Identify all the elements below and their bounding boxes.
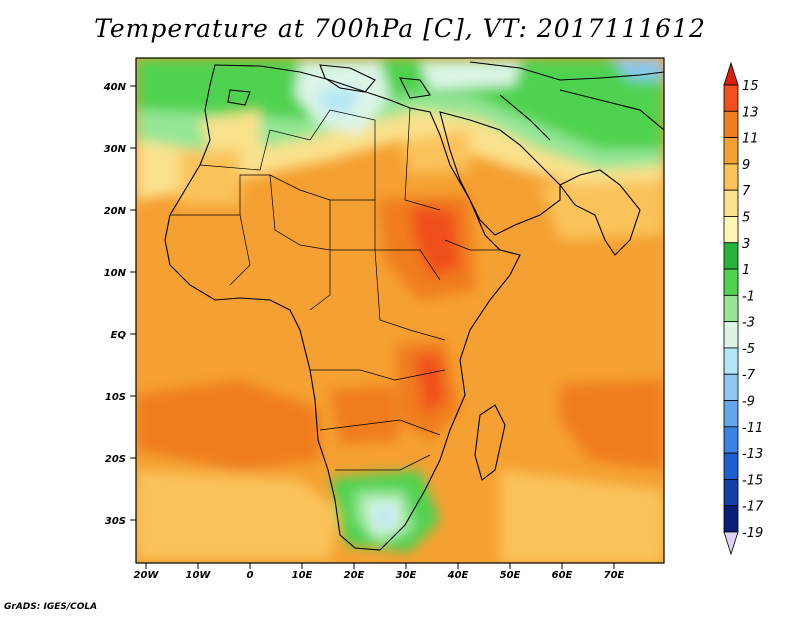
lon-label: 60E (552, 570, 573, 581)
colorbar-segment (723, 321, 739, 349)
colorbar-label: -17 (742, 500, 764, 515)
lon-label: 20W (134, 570, 160, 581)
colorbar-segment (723, 479, 739, 507)
colorbar-label: 5 (742, 210, 750, 225)
lat-label: 10S (105, 392, 126, 403)
colorbar-label: -1 (742, 289, 755, 304)
colorbar-label: -19 (742, 526, 763, 541)
map-frame (135, 57, 665, 564)
colorbar-label: -7 (742, 368, 756, 383)
colorbar-label: 13 (742, 105, 759, 120)
lat-label: 40N (103, 82, 127, 93)
lat-label: 20N (104, 206, 127, 217)
lat-label: 10N (104, 268, 127, 279)
colorbar-label: 9 (742, 158, 750, 173)
colorbar-label: -13 (742, 447, 763, 462)
tick-marks (130, 85, 615, 569)
lon-label: 20E (344, 570, 365, 581)
chart-title: Temperature at 700hPa [C], VT: 201711161… (94, 14, 706, 43)
colorbar-segment (723, 294, 739, 323)
colorbar-segment (723, 373, 739, 401)
lon-label: 50E (500, 570, 521, 581)
lat-label: 30N (104, 144, 127, 155)
lon-label: 10E (292, 570, 313, 581)
lon-label: 40E (447, 570, 469, 581)
colorbar-segment (723, 452, 739, 480)
lat-label: 20S (105, 454, 126, 465)
colorbar-segment (723, 163, 739, 191)
lon-label: 0 (247, 570, 254, 581)
colorbar-segment (723, 216, 739, 244)
lat-label: EQ (111, 330, 127, 341)
colorbar-segment (723, 400, 739, 428)
colorbar-arrow-top (723, 61, 739, 86)
colorbar-segment (723, 189, 739, 217)
colorbar-segment (723, 505, 739, 533)
colorbar-label: -9 (742, 395, 755, 410)
lon-label: 30E (396, 570, 417, 581)
colorbar-segment (723, 242, 739, 270)
colorbar-segment (723, 137, 739, 165)
colorbar-arrow-bottom (723, 531, 739, 556)
colorbar: 15 13 11 9 7 5 3 1 -1 -3 -5 -7 -9 -11 -13 -15 -17 -19 (723, 61, 764, 556)
colorbar-segment (723, 426, 739, 454)
colorbar-label: 7 (742, 184, 751, 199)
colorbar-segment (723, 84, 739, 112)
lon-label: 70E (604, 570, 625, 581)
colorbar-label: 11 (742, 132, 759, 147)
lon-label: 10W (186, 570, 212, 581)
temperature-field (136, 58, 664, 563)
colorbar-segment (723, 347, 739, 375)
colorbar-segment (723, 268, 739, 296)
colorbar-label: 3 (742, 237, 750, 252)
colorbar-segment (723, 110, 739, 138)
colorbar-label: -3 (742, 316, 755, 331)
longitude-labels: 20W 10W 0 10E 20E 30E 40E 50E 60E 70E (134, 570, 625, 581)
credit-text: GrADS: IGES/COLA (4, 602, 98, 612)
lat-label: 30S (105, 516, 126, 527)
colorbar-label: -11 (742, 421, 763, 436)
coastlines (164, 61, 664, 551)
latitude-labels: 40N 30N 20N 10N EQ 10S 20S 30S (103, 82, 127, 527)
colorbar-label: 1 (742, 263, 750, 278)
colorbar-label: -15 (742, 473, 763, 488)
borders (170, 107, 500, 471)
colorbar-label: -5 (742, 342, 755, 357)
colorbar-label: 15 (742, 79, 759, 94)
